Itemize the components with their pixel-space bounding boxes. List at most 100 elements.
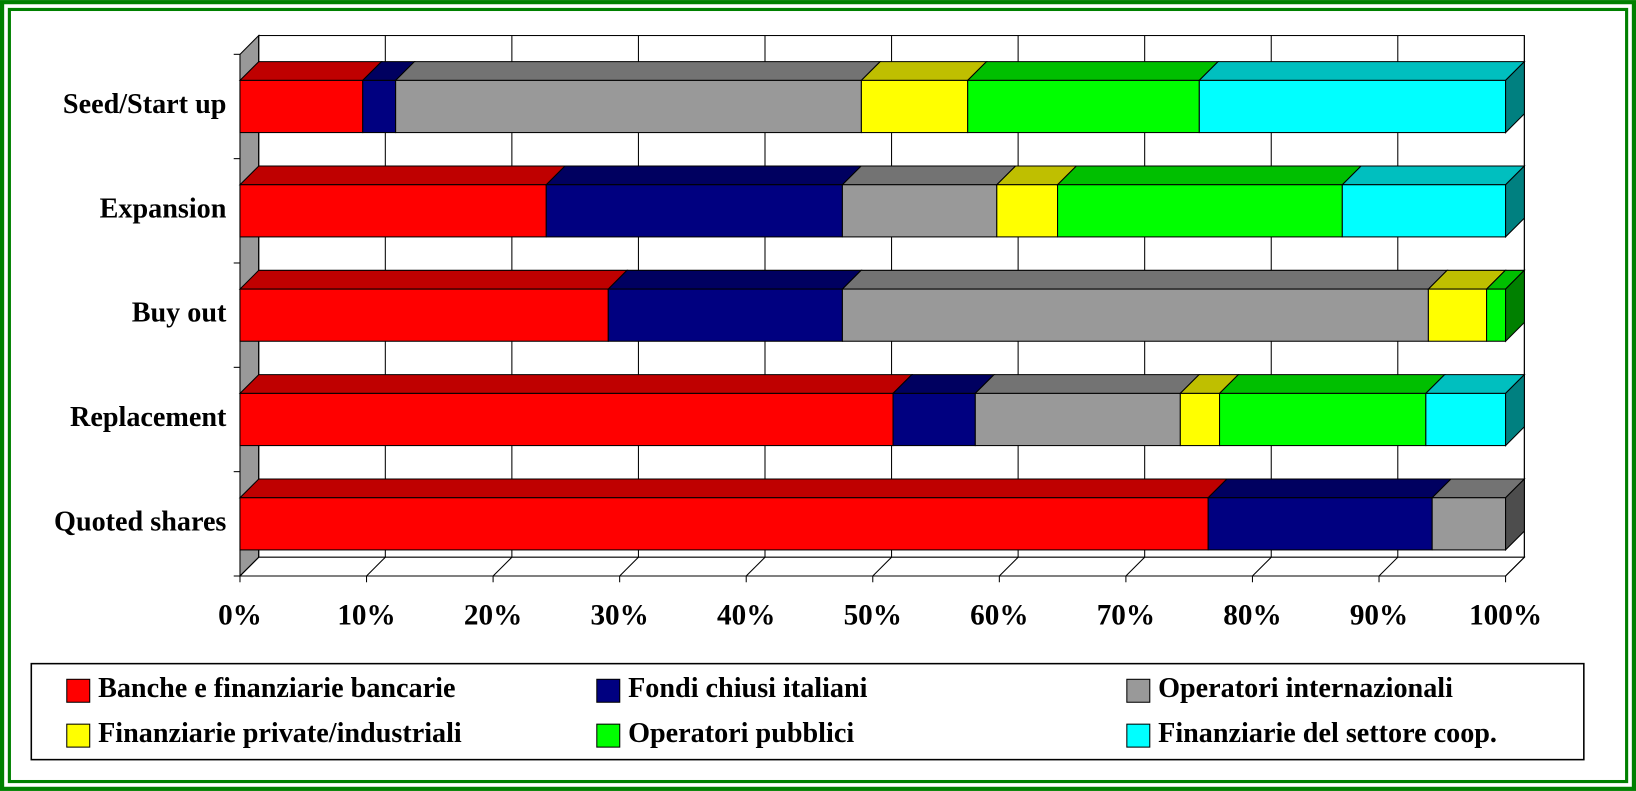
bar-front xyxy=(1427,288,1488,342)
x-tick-label: 70% xyxy=(1097,599,1155,631)
bar-front xyxy=(1179,392,1221,447)
legend-label: Operatori internazionali xyxy=(1158,673,1453,704)
bar-front xyxy=(239,392,894,447)
legend-swatch xyxy=(1126,678,1151,703)
y-tick-label: Buy out xyxy=(132,298,227,329)
legend-swatch xyxy=(596,723,621,748)
legend-label: Operatori pubblici xyxy=(628,718,854,749)
bar-top xyxy=(238,374,914,394)
bar-front xyxy=(892,392,976,447)
legend-label: Banche e finanziarie bancarie xyxy=(98,673,455,704)
floor-grid-line xyxy=(1125,556,1146,577)
x-tick-label: 30% xyxy=(590,599,648,631)
bar-top xyxy=(238,165,567,186)
bar-top xyxy=(966,61,1220,81)
bar-side xyxy=(1505,60,1525,134)
bar-segment xyxy=(1341,164,1526,239)
plot-area: 0% 10% 20% 30% 40% 50% 60% 70% 80% 90% 100% Seed/St… xyxy=(54,34,1542,631)
bar-front xyxy=(1425,392,1507,447)
bar-top xyxy=(1056,165,1363,186)
bar-front xyxy=(1341,184,1507,238)
bar-front xyxy=(239,288,609,342)
bar-top xyxy=(238,61,383,81)
y-tick-label: Quoted shares xyxy=(54,506,226,537)
bar-front xyxy=(974,392,1181,447)
floor-grid-line xyxy=(1378,556,1399,577)
bar-top xyxy=(238,478,1229,499)
bar-front xyxy=(239,79,364,134)
bar-top xyxy=(1218,374,1446,394)
floor-grid-line xyxy=(1505,556,1525,577)
legend-label: Finanziarie del settore coop. xyxy=(1158,718,1497,749)
bar-segment xyxy=(974,374,1201,447)
legend-swatch xyxy=(66,678,91,703)
bar-segment xyxy=(238,61,383,134)
bar-front xyxy=(860,79,969,134)
x-tick-label: 60% xyxy=(970,599,1028,631)
legend-swatch xyxy=(596,678,621,703)
bar-segment xyxy=(1485,269,1526,343)
floor-grid-line xyxy=(619,556,639,577)
legend-label: Fondi chiusi italiani xyxy=(628,673,868,704)
y-tick-label: Replacement xyxy=(70,402,227,433)
bar-segment xyxy=(1218,374,1446,447)
x-tick-label: 50% xyxy=(844,599,902,631)
bar-segment xyxy=(1424,373,1526,447)
floor-grid-line xyxy=(239,556,260,577)
bar-segment xyxy=(841,165,1017,238)
bar-segment xyxy=(394,61,882,134)
bar-side xyxy=(1505,373,1525,447)
bar-top xyxy=(841,269,1449,290)
legend: Banche e finanziarie bancarie Fondi chius… xyxy=(66,673,1497,749)
x-tick-label: 10% xyxy=(337,599,395,631)
bar-segment xyxy=(891,374,996,447)
bar-segment xyxy=(238,165,567,238)
bar-front xyxy=(239,497,1209,551)
bar-segment xyxy=(361,61,416,134)
bar-front xyxy=(362,79,397,134)
bar-front xyxy=(395,79,862,134)
bar-side xyxy=(1505,269,1525,343)
bar-top xyxy=(1206,478,1453,499)
x-tick-label: 90% xyxy=(1350,599,1408,631)
floor-grid-line xyxy=(998,556,1019,577)
bar-segment xyxy=(544,165,863,238)
y-tick-label: Expansion xyxy=(100,193,227,224)
legend-box xyxy=(30,662,1585,761)
bar-segment xyxy=(607,269,863,342)
x-tick-label: 100% xyxy=(1469,599,1542,631)
floor-grid-line xyxy=(366,556,386,577)
bar-top xyxy=(607,269,863,290)
bar-segment xyxy=(1206,478,1453,551)
bar-segment xyxy=(1056,165,1363,238)
bar-segment xyxy=(1198,60,1526,134)
bar-segment xyxy=(860,61,988,134)
bar-front xyxy=(967,79,1200,134)
bar-segment xyxy=(966,61,1220,134)
bar-top xyxy=(841,165,1017,186)
legend-swatch xyxy=(66,723,91,748)
bar-front xyxy=(841,184,998,238)
bar-segment xyxy=(238,478,1229,551)
bar-front xyxy=(545,184,843,238)
bar-side xyxy=(1505,477,1525,552)
bar-top xyxy=(394,61,882,81)
bar-segment xyxy=(238,374,914,447)
bar-top xyxy=(974,374,1201,394)
bar-segment xyxy=(841,269,1449,342)
legend-label: Finanziarie private/industriali xyxy=(98,718,462,749)
x-tick-label: 40% xyxy=(717,599,775,631)
x-tick-label: 80% xyxy=(1223,599,1281,631)
bar-top xyxy=(860,61,988,81)
bar-front xyxy=(996,184,1059,238)
bar-front xyxy=(1207,497,1433,551)
bar-segment xyxy=(995,165,1078,238)
bar-segment xyxy=(1430,477,1526,552)
inner-frame xyxy=(7,7,1629,784)
bar-side xyxy=(1505,164,1525,239)
floor-grid-line xyxy=(872,556,892,577)
bar-segment xyxy=(238,269,629,342)
